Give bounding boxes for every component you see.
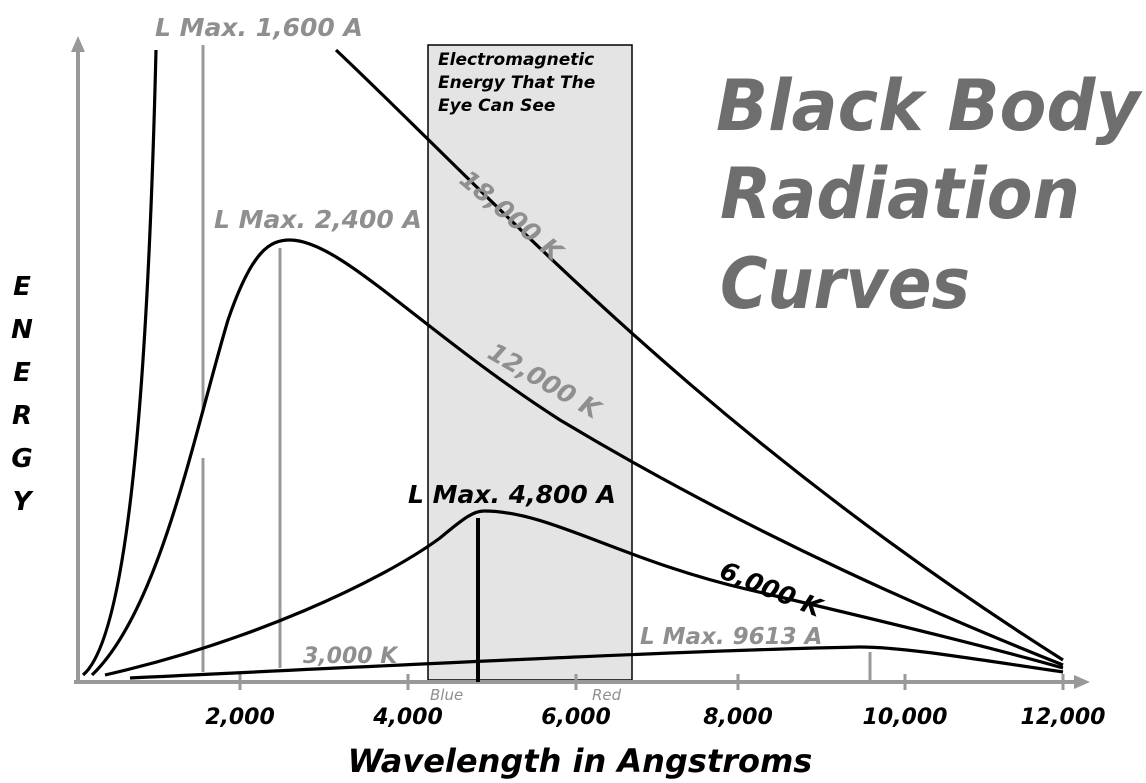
curve-3000 <box>129 645 1064 680</box>
curve-label: 6,000 K <box>716 556 828 624</box>
x-tick-label: 8,000 <box>703 705 773 730</box>
y-axis-letter: Y <box>13 487 35 517</box>
peak-label: L Max. 1,600 A <box>155 13 363 42</box>
curve-label: 3,000 K <box>303 644 399 669</box>
curve-18000 <box>81 49 158 677</box>
title-line: Radiation <box>720 153 1080 235</box>
x-tick-label: 4,000 <box>372 705 443 730</box>
band-edge: Blue <box>430 686 463 704</box>
title-line: Curves <box>720 243 970 325</box>
y-axis-letter: N <box>11 315 33 345</box>
peak-lines <box>201 45 872 682</box>
y-arrow <box>71 36 85 52</box>
band-label: Electromagnetic <box>438 50 594 70</box>
y-axis-letter: G <box>11 444 32 474</box>
y-axis-letter: E <box>13 272 31 302</box>
band-label: Eye Can See <box>438 96 555 116</box>
visible-band <box>427 44 633 681</box>
y-axis-letter: R <box>12 401 32 431</box>
curves <box>81 48 1064 680</box>
x-axis-label: Wavelength in Angstroms <box>348 742 813 780</box>
x-tick-label: 6,000 <box>541 705 611 730</box>
title-line: Black Body <box>716 65 1143 147</box>
curve-6000 <box>104 509 1064 677</box>
x-tick-label: 12,000 <box>1021 705 1106 730</box>
peak-label: L Max. 9613 A <box>640 624 822 650</box>
x-arrow <box>1074 675 1090 689</box>
peak-label: L Max. 2,400 A <box>214 205 422 234</box>
x-tick-label: 2,000 <box>205 705 275 730</box>
peak-label: L Max. 4,800 A <box>408 480 616 509</box>
y-axis-letter: E <box>13 358 31 388</box>
curve-12000 <box>90 238 1064 677</box>
band-label: Energy That The <box>438 73 595 93</box>
curve-18000 <box>334 48 1064 662</box>
x-tick-label: 10,000 <box>863 705 948 730</box>
axes <box>71 36 1090 690</box>
band-edge: Red <box>592 686 622 704</box>
